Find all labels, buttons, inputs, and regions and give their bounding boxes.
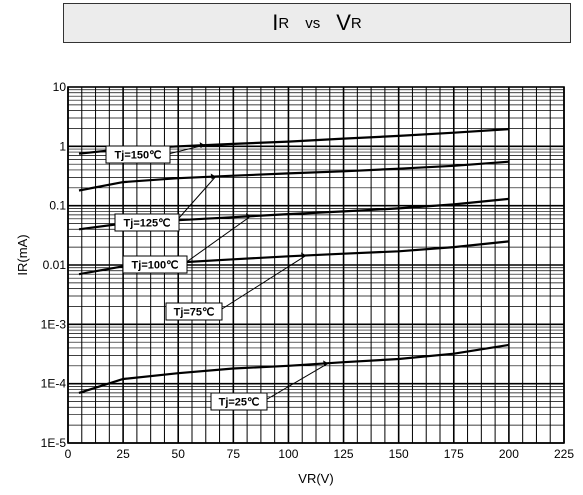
series-line-4 bbox=[78, 343, 510, 394]
y-tick-label: 0.1 bbox=[49, 199, 66, 213]
annotation-leader bbox=[182, 215, 252, 265]
y-tick-label: 10 bbox=[53, 80, 67, 94]
annotation-box bbox=[165, 302, 223, 321]
title-sub-r: R bbox=[278, 14, 290, 32]
annotation-box bbox=[210, 392, 268, 411]
annotation-label: Tj=75℃ bbox=[174, 307, 215, 319]
annotation-label: Tj=125℃ bbox=[124, 218, 171, 230]
y-tick-label: 1E-4 bbox=[41, 377, 67, 391]
annotation-box bbox=[114, 213, 180, 232]
x-tick-label: 200 bbox=[499, 447, 519, 461]
annotation-leader bbox=[217, 255, 307, 312]
annotation-box bbox=[122, 255, 188, 274]
title-i: I bbox=[272, 10, 279, 35]
annotation-label: Tj=25℃ bbox=[219, 397, 260, 409]
annotation-box bbox=[105, 145, 171, 164]
plot-frame bbox=[67, 86, 565, 444]
annotation-leader bbox=[174, 176, 217, 223]
x-tick-label: 125 bbox=[334, 447, 354, 461]
annotation-arrow bbox=[323, 360, 329, 367]
y-axis-label: IR(mA) bbox=[15, 234, 30, 275]
x-tick-label: 0 bbox=[65, 447, 72, 461]
x-tick-label: 75 bbox=[227, 447, 241, 461]
tick-labels: 0 25 50 75 100 125 150 175 200 225 1E-5 1E-4 1E-3 0.0… bbox=[41, 80, 575, 461]
title-sub-r2: R bbox=[350, 14, 362, 32]
y-tick-label: 0.01 bbox=[43, 258, 67, 272]
annotation-arrow bbox=[245, 212, 251, 219]
y-tick-label: 1E-5 bbox=[41, 436, 67, 450]
annotation-leader bbox=[262, 362, 329, 402]
title-vs: vs bbox=[305, 14, 321, 32]
annotation-arrow bbox=[210, 173, 216, 180]
annotation-label: Tj=150℃ bbox=[115, 150, 162, 162]
x-tick-label: 100 bbox=[278, 447, 298, 461]
x-tick-label: 150 bbox=[389, 447, 409, 461]
y-tick-label: 1E-3 bbox=[41, 317, 67, 331]
annotation-label: Tj=100℃ bbox=[132, 260, 179, 272]
series-line-1 bbox=[78, 160, 509, 192]
annotation-arrow bbox=[199, 142, 205, 149]
title-v: V bbox=[336, 10, 351, 35]
x-tick-label: 225 bbox=[554, 447, 574, 461]
annotation-leader bbox=[165, 144, 205, 155]
curve-annotations: Tj=150℃ Tj=125℃ Tj=100℃ Tj=75℃ Tj=25℃ bbox=[105, 142, 329, 411]
x-tick-label: 50 bbox=[172, 447, 186, 461]
y-tick-label: 1 bbox=[59, 139, 66, 153]
annotation-arrow bbox=[301, 252, 307, 259]
x-axis-label: VR(V) bbox=[298, 471, 333, 486]
x-tick-label: 175 bbox=[444, 447, 464, 461]
x-tick-label: 25 bbox=[116, 447, 130, 461]
